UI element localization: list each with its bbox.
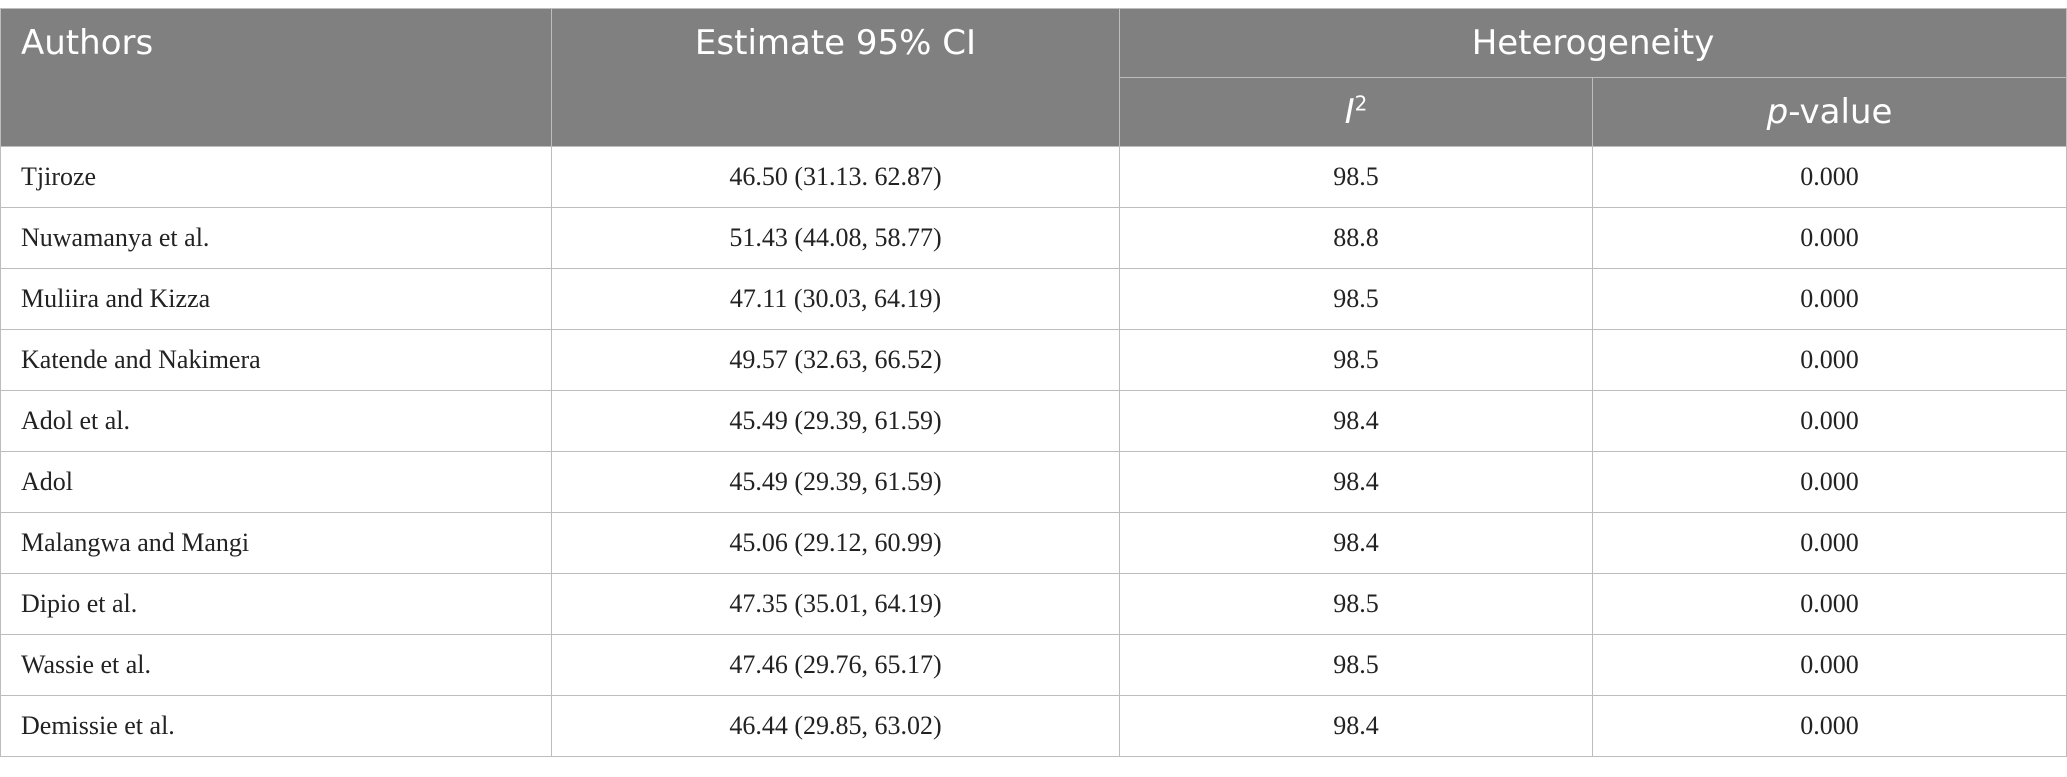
cell-estimate: 46.44 (29.85, 63.02) <box>551 695 1120 757</box>
cell-estimate: 49.57 (32.63, 66.52) <box>551 329 1120 391</box>
cell-pvalue: 0.000 <box>1591 573 2067 635</box>
cell-author: Nuwamanya et al. <box>0 207 552 269</box>
cell-author: Katende and Nakimera <box>0 329 552 391</box>
cell-i2: 98.4 <box>1119 451 1593 513</box>
cell-estimate: 47.11 (30.03, 64.19) <box>551 268 1120 330</box>
table-row: Katende and Nakimera 49.57 (32.63, 66.52)… <box>0 329 2067 391</box>
cell-pvalue: 0.000 <box>1591 390 2067 452</box>
cell-pvalue: 0.000 <box>1591 451 2067 513</box>
cell-i2: 98.4 <box>1119 695 1593 757</box>
i2-superscript: 2 <box>1354 91 1368 116</box>
table-row: Malangwa and Mangi 45.06 (29.12, 60.99) 98… <box>0 512 2067 574</box>
cell-i2: 98.5 <box>1119 146 1593 208</box>
cell-author: Tjiroze <box>0 146 552 208</box>
i2-base: I <box>1344 92 1355 132</box>
table-row: Wassie et al. 47.46 (29.76, 65.17) 98.5 0.0… <box>0 634 2067 696</box>
cell-i2: 98.4 <box>1119 390 1593 452</box>
cell-pvalue: 0.000 <box>1591 207 2067 269</box>
cell-estimate: 45.49 (29.39, 61.59) <box>551 451 1120 513</box>
cell-i2: 98.5 <box>1119 634 1593 696</box>
header-authors: Authors <box>0 8 552 147</box>
cell-estimate: 47.46 (29.76, 65.17) <box>551 634 1120 696</box>
cell-estimate: 45.49 (29.39, 61.59) <box>551 390 1120 452</box>
cell-author: Adol et al. <box>0 390 552 452</box>
table-row: Tjiroze 46.50 (31.13. 62.87) 98.5 0.000 <box>0 146 2067 208</box>
cell-author: Demissie et al. <box>0 695 552 757</box>
table-row: Adol 45.49 (29.39, 61.59) 98.4 0.000 <box>0 451 2067 513</box>
cell-author: Malangwa and Mangi <box>0 512 552 574</box>
pvalue-rest: -value <box>1788 92 1893 132</box>
cell-estimate: 51.43 (44.08, 58.77) <box>551 207 1120 269</box>
cell-estimate: 46.50 (31.13. 62.87) <box>551 146 1120 208</box>
cell-pvalue: 0.000 <box>1591 268 2067 330</box>
cell-pvalue: 0.000 <box>1591 329 2067 391</box>
cell-pvalue: 0.000 <box>1591 634 2067 696</box>
cell-pvalue: 0.000 <box>1591 695 2067 757</box>
header-pvalue: p-value <box>1591 77 2067 147</box>
table-row: Nuwamanya et al. 51.43 (44.08, 58.77) 88.8… <box>0 207 2067 269</box>
table-row: Dipio et al. 47.35 (35.01, 64.19) 98.5 0.00… <box>0 573 2067 635</box>
cell-i2: 98.5 <box>1119 573 1593 635</box>
heterogeneity-table: Authors Estimate 95% CI Heterogeneity I2… <box>0 8 2067 757</box>
cell-estimate: 45.06 (29.12, 60.99) <box>551 512 1120 574</box>
table-row: Adol et al. 45.49 (29.39, 61.59) 98.4 0.000 <box>0 390 2067 452</box>
cell-author: Adol <box>0 451 552 513</box>
cell-author: Muliira and Kizza <box>0 268 552 330</box>
cell-i2: 88.8 <box>1119 207 1593 269</box>
cell-pvalue: 0.000 <box>1591 512 2067 574</box>
header-heterogeneity: Heterogeneity <box>1118 8 2067 78</box>
cell-i2: 98.5 <box>1119 329 1593 391</box>
table-row: Demissie et al. 46.44 (29.85, 63.02) 98.4 0… <box>0 695 2067 757</box>
cell-author: Wassie et al. <box>0 634 552 696</box>
header-estimate: Estimate 95% CI <box>551 8 1120 147</box>
pvalue-italic: p <box>1766 92 1789 132</box>
cell-i2: 98.5 <box>1119 268 1593 330</box>
cell-estimate: 47.35 (35.01, 64.19) <box>551 573 1120 635</box>
results-table-container: Authors Estimate 95% CI Heterogeneity I2… <box>0 8 2067 757</box>
table-header: Authors Estimate 95% CI Heterogeneity I2… <box>0 8 2067 147</box>
cell-i2: 98.4 <box>1119 512 1593 574</box>
header-i2: I2 <box>1119 77 1593 147</box>
cell-pvalue: 0.000 <box>1591 146 2067 208</box>
cell-author: Dipio et al. <box>0 573 552 635</box>
table-body: Tjiroze 46.50 (31.13. 62.87) 98.5 0.000 Nuwa… <box>0 146 2067 757</box>
table-row: Muliira and Kizza 47.11 (30.03, 64.19) 98.… <box>0 268 2067 330</box>
